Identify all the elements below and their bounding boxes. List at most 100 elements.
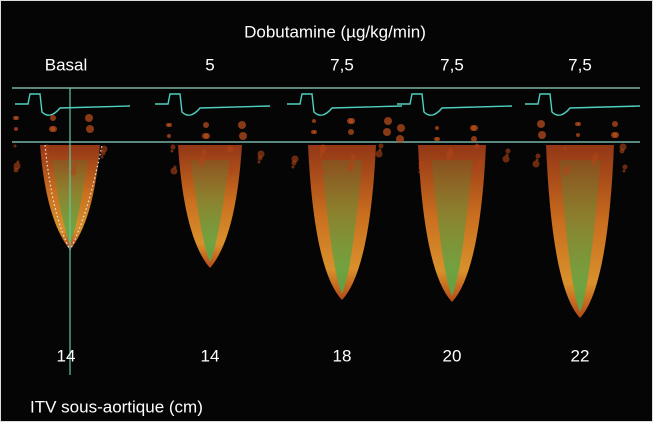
speckle: [201, 154, 205, 158]
speckle: [313, 130, 317, 134]
speckle: [505, 153, 509, 157]
speckle: [198, 156, 206, 164]
speckle: [229, 166, 235, 172]
speckle: [226, 145, 234, 153]
speckle: [50, 115, 56, 121]
speckle: [577, 122, 581, 126]
itv-value: 22: [571, 346, 590, 365]
ecg-trace: [397, 93, 513, 116]
speckle: [170, 144, 176, 150]
speckle: [229, 171, 233, 175]
speckle: [594, 152, 598, 156]
speckle: [477, 164, 481, 168]
speckle: [203, 122, 209, 128]
speckle: [15, 116, 19, 120]
speckle: [348, 129, 354, 135]
speckle: [563, 147, 567, 151]
speckle: [41, 151, 49, 159]
speckle: [319, 154, 323, 158]
speckle: [532, 160, 540, 168]
speckle: [612, 121, 618, 127]
speckle: [173, 165, 177, 169]
speckle: [168, 123, 172, 127]
speckle: [613, 132, 619, 138]
speckle: [591, 154, 599, 162]
speckle: [396, 135, 404, 143]
velocity-core: [559, 160, 601, 312]
speckle: [350, 154, 356, 160]
velocity-core: [190, 160, 230, 262]
speckle: [238, 121, 246, 129]
dose-label: Basal: [45, 55, 88, 74]
speckle: [319, 144, 327, 152]
speckle: [13, 144, 17, 148]
speckle: [397, 124, 405, 132]
itv-value: 14: [57, 346, 76, 365]
speckle: [72, 166, 76, 170]
speckle: [16, 160, 20, 164]
speckle: [72, 161, 78, 167]
speckle: [167, 134, 171, 138]
speckle: [502, 155, 510, 163]
speckle: [538, 131, 546, 139]
speckle: [474, 166, 482, 174]
speckle: [51, 126, 57, 132]
speckle: [13, 162, 21, 170]
speckle: [418, 170, 422, 174]
speckle: [576, 133, 580, 137]
speckle: [446, 159, 450, 163]
speckle: [474, 143, 480, 149]
ecg-trace: [525, 93, 641, 116]
speckle: [69, 168, 77, 176]
itv-value: 14: [201, 346, 220, 365]
speckle: [384, 117, 392, 125]
speckle: [591, 164, 595, 168]
speckle: [291, 155, 299, 163]
speckle: [85, 114, 93, 122]
speckle: [563, 165, 571, 173]
doppler-traces: [13, 93, 641, 318]
speckle: [505, 148, 511, 154]
speckle: [622, 169, 626, 173]
speckle: [471, 136, 477, 142]
speckle: [44, 144, 50, 150]
velocity-core: [431, 160, 473, 296]
speckle: [349, 118, 355, 124]
speckle: [170, 167, 178, 175]
velocity-core: [321, 160, 363, 294]
speckle: [257, 160, 261, 164]
speckle: [378, 148, 382, 152]
speckle: [170, 149, 174, 153]
speckle: [435, 126, 439, 130]
speckle: [446, 149, 454, 157]
speckle: [375, 150, 383, 158]
column-labels: Basal 14 5 14 7,5 18 7,5 20 7,5 22: [45, 55, 592, 365]
speckle: [201, 149, 207, 155]
dose-label: 7,5: [440, 55, 464, 74]
itv-value: 18: [333, 346, 352, 365]
speckle: [257, 150, 265, 158]
speckle: [619, 143, 627, 151]
speckle: [100, 155, 104, 159]
speckle: [535, 153, 541, 159]
speckle: [537, 120, 545, 128]
speckle: [347, 161, 355, 169]
speckle: [204, 133, 210, 139]
speckle: [418, 160, 426, 168]
dose-label: 5: [205, 55, 214, 74]
ecg-trace: [155, 93, 271, 116]
ecg-trace: [287, 93, 403, 116]
speckle: [291, 165, 295, 169]
speckle: [535, 158, 539, 162]
speckle: [436, 137, 440, 141]
speckle: [477, 159, 483, 165]
title: Dobutamine (µg/kg/min): [244, 22, 426, 41]
speckle: [472, 125, 478, 131]
speckle: [239, 132, 247, 140]
speckle: [383, 128, 391, 136]
ecg-trace: [15, 93, 131, 116]
dose-label: 7,5: [568, 55, 592, 74]
speckle: [449, 147, 453, 151]
